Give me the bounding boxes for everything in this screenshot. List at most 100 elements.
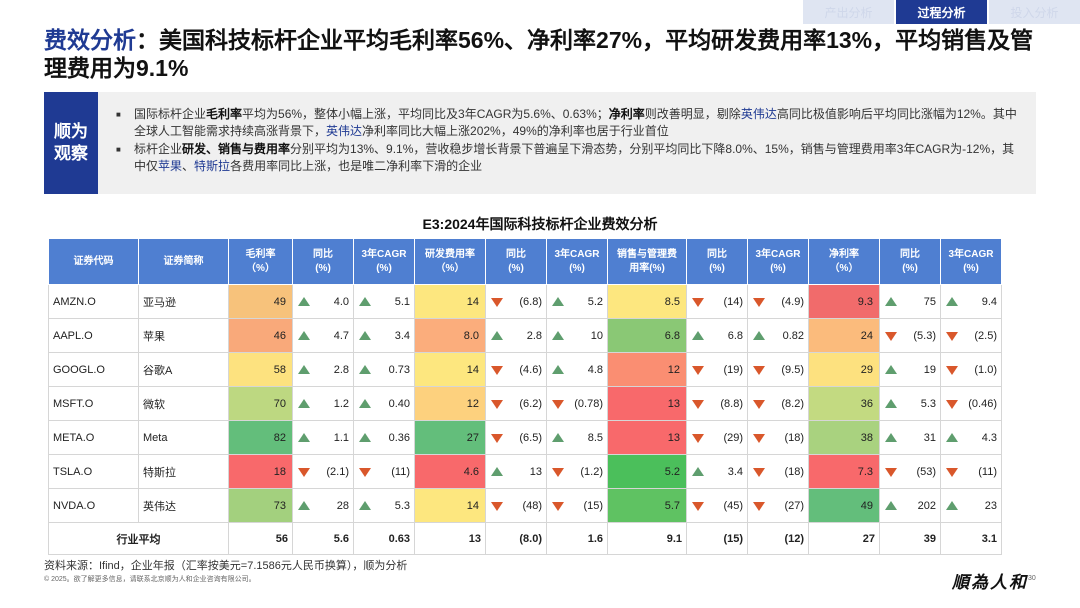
change-cell: (1.0) xyxy=(940,352,1002,387)
triangle-up-icon xyxy=(885,501,897,510)
triangle-down-icon xyxy=(552,468,564,477)
triangle-down-icon xyxy=(692,502,704,511)
column-header-line1: 同比 xyxy=(313,248,333,260)
heatmap-value-cell: 82 xyxy=(228,420,293,455)
change-value: 1.2 xyxy=(333,397,349,410)
triangle-down-icon xyxy=(298,468,310,477)
observation-segment: 净利率 xyxy=(608,107,645,121)
heatmap-value-cell: 13 xyxy=(607,420,687,455)
observation-segment: 平均为56%，整体小幅上涨，平均同比及3年CAGR为5.6%、0.63%； xyxy=(242,107,609,121)
column-header: 销售与管理费 用率(%) xyxy=(607,238,687,285)
triangle-up-icon xyxy=(359,433,371,442)
triangle-up-icon xyxy=(359,331,371,340)
change-cell: 75 xyxy=(879,284,941,319)
observation-segment: 则改善明显，剔除 xyxy=(644,107,741,121)
change-cell: (9.5) xyxy=(747,352,809,387)
heatmap-value-cell: 4.6 xyxy=(414,454,486,489)
change-value: 9.4 xyxy=(981,295,997,308)
table-row: AAPL.O 苹果 46 4.7 3.4 8.0 2.8 10 6.8 6.8 0.82 24 (5.3… xyxy=(48,318,1002,353)
change-value: (8.8) xyxy=(720,397,743,410)
change-value: 4.8 xyxy=(587,363,603,376)
column-header-line2: 用率(%) xyxy=(629,262,665,274)
column-header-line1: 研发费用率 xyxy=(425,248,475,260)
change-value: (6.2) xyxy=(519,397,542,410)
change-cell: (18) xyxy=(747,420,809,455)
tab-output-analysis[interactable]: 产出分析 xyxy=(803,0,894,24)
change-value: 13 xyxy=(529,465,542,478)
column-header-line1: 净利率 xyxy=(829,248,859,260)
column-header: 毛利率 （%） xyxy=(228,238,293,285)
heatmap-value-cell: 12 xyxy=(414,386,486,421)
triangle-up-icon xyxy=(946,297,958,306)
column-header-line2: (%) xyxy=(315,262,331,274)
heatmap-value-cell: 49 xyxy=(228,284,293,319)
average-value-cell: 5.6 xyxy=(292,522,354,555)
observation-segment: 、 xyxy=(182,159,195,173)
change-value: 31 xyxy=(923,431,936,444)
change-value: 5.3 xyxy=(394,499,410,512)
column-header: 3年CAGR (%) xyxy=(747,238,809,285)
triangle-up-icon xyxy=(298,365,310,374)
change-cell: (11) xyxy=(940,454,1002,489)
observation-label-line2: 观察 xyxy=(54,144,88,163)
change-cell: 1.1 xyxy=(292,420,354,455)
change-cell: 6.8 xyxy=(686,318,748,353)
change-value: 28 xyxy=(336,499,349,512)
security-code-cell: AMZN.O xyxy=(48,284,139,319)
efficiency-table: 证券代码 证券简称 毛利率 （%） 同比 (%) 3年CAGR (%) 研发费用率 （%） 同比 (%… xyxy=(48,238,1002,555)
bullet-icon: ■ xyxy=(116,145,121,154)
triangle-down-icon xyxy=(491,400,503,409)
observation-label-line1: 顺为 xyxy=(54,122,88,141)
change-value: 19 xyxy=(923,363,936,376)
average-value-cell: 1.6 xyxy=(546,522,608,555)
change-cell: 5.2 xyxy=(546,284,608,319)
change-cell: (4.9) xyxy=(747,284,809,319)
heatmap-value-cell: 13 xyxy=(607,386,687,421)
triangle-down-icon xyxy=(491,434,503,443)
change-cell: 5.1 xyxy=(353,284,415,319)
change-cell: 3.4 xyxy=(686,454,748,489)
change-value: (6.8) xyxy=(519,295,542,308)
triangle-up-icon xyxy=(552,297,564,306)
security-code-cell: GOOGL.O xyxy=(48,352,139,387)
triangle-up-icon xyxy=(298,297,310,306)
change-cell: (6.2) xyxy=(485,386,547,421)
security-code-cell: MSFT.O xyxy=(48,386,139,421)
change-value: 75 xyxy=(923,295,936,308)
change-value: (48) xyxy=(522,499,542,512)
triangle-down-icon xyxy=(692,434,704,443)
change-cell: (6.8) xyxy=(485,284,547,319)
change-value: (53) xyxy=(916,465,936,478)
change-cell: (15) xyxy=(546,488,608,523)
change-value: 0.82 xyxy=(782,329,804,342)
change-value: 2.8 xyxy=(333,363,349,376)
tab-process-analysis[interactable]: 过程分析 xyxy=(896,0,987,24)
heatmap-value-cell: 36 xyxy=(808,386,880,421)
tab-input-analysis[interactable]: 投入分析 xyxy=(989,0,1080,24)
triangle-down-icon xyxy=(491,298,503,307)
triangle-up-icon xyxy=(552,433,564,442)
security-name-cell: 特斯拉 xyxy=(138,454,229,489)
change-value: (11) xyxy=(978,465,997,478)
change-value: (1.2) xyxy=(580,465,603,478)
triangle-up-icon xyxy=(298,331,310,340)
change-cell: (19) xyxy=(686,352,748,387)
heatmap-value-cell: 9.3 xyxy=(808,284,880,319)
change-cell: (2.5) xyxy=(940,318,1002,353)
heatmap-value-cell: 14 xyxy=(414,488,486,523)
triangle-down-icon xyxy=(946,400,958,409)
change-value: (45) xyxy=(723,499,743,512)
page-title-text: ：美国科技标杆企业平均毛利率56%、净利率27%，平均研发费用率13%，平均销售… xyxy=(44,27,1034,81)
change-cell: (27) xyxy=(747,488,809,523)
observation-label: 顺为 观察 xyxy=(44,92,98,194)
triangle-down-icon xyxy=(491,502,503,511)
column-header-line1: 3年CAGR xyxy=(554,248,600,260)
change-cell: 13 xyxy=(485,454,547,489)
change-value: 8.5 xyxy=(587,431,603,444)
observation-segment: 研发、销售与费用率 xyxy=(182,142,291,156)
change-cell: (5.3) xyxy=(879,318,941,353)
observation-body: ■ 国际标杆企业毛利率平均为56%，整体小幅上涨，平均同比及3年CAGR为5.6%… xyxy=(98,92,1036,194)
triangle-up-icon xyxy=(298,433,310,442)
column-header: 同比 (%) xyxy=(879,238,941,285)
change-cell: 2.8 xyxy=(485,318,547,353)
